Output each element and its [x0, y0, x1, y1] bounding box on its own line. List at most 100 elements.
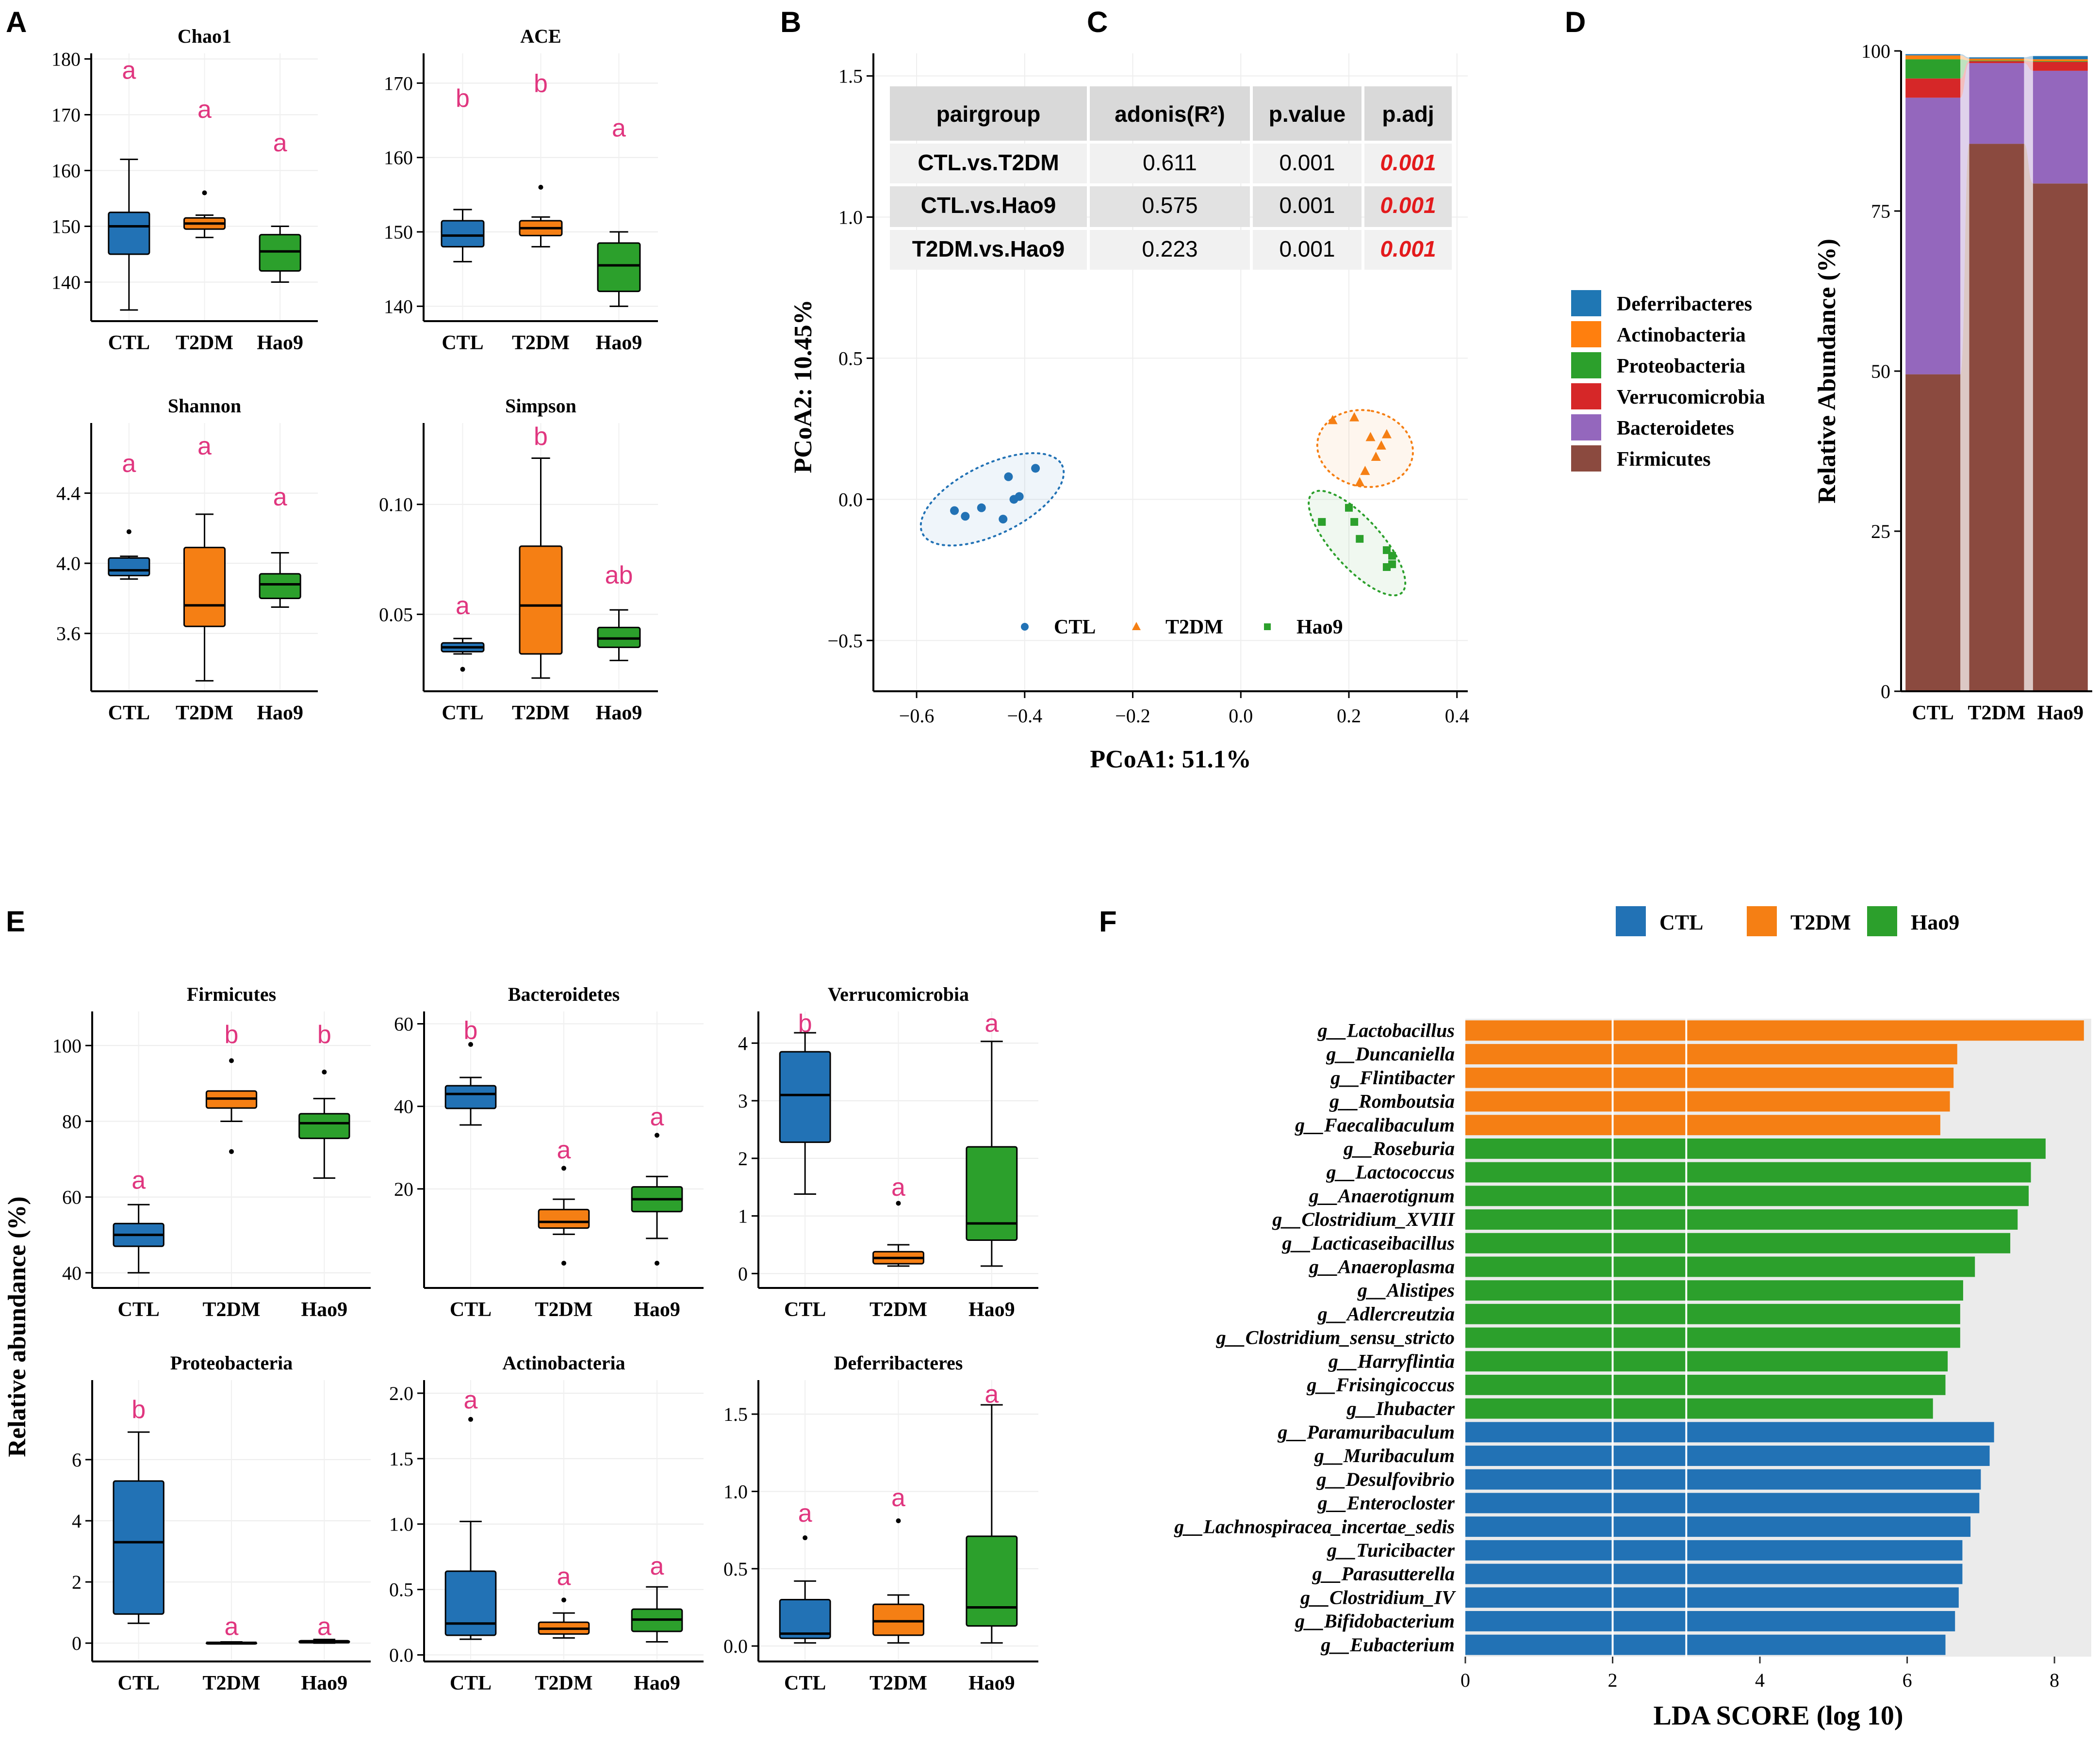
table-cell	[1253, 230, 1362, 270]
table-cell-text: 0.001	[1279, 193, 1335, 218]
x-tick-label: CTL	[108, 702, 150, 724]
lefse-bar-chart: g__Lactobacillusg__Duncaniellag__Flintib…	[1174, 906, 2091, 1731]
y-tick-label: 0	[72, 1632, 82, 1654]
x-tick-label: 8	[2050, 1669, 2059, 1691]
outlier-point	[202, 190, 207, 195]
y-tick-label: 160	[51, 160, 81, 182]
taxon-label: g__Roseburia	[1343, 1138, 1455, 1159]
lda-bar-T2DM	[1465, 1020, 2084, 1041]
x-tick-label: 0.2	[1337, 705, 1361, 727]
legend-label-Verrucomicrobia: Verrucomicrobia	[1617, 386, 1765, 408]
lda-bar-Hao9	[1465, 1327, 1960, 1348]
point-T2DM	[1355, 477, 1365, 487]
significance-letter: ab	[605, 561, 633, 589]
x-axis-title: LDA SCORE (log 10)	[1654, 1701, 1903, 1731]
stacked-bar-chart: CTL T2DM Hao9 0 25 50 75 100 Relative Abundance …	[1571, 40, 2092, 724]
table-cell	[890, 230, 1087, 270]
x-tick-label: 6	[1903, 1669, 1912, 1691]
e-y-axis-label: Relative abundance (%)	[3, 1196, 31, 1457]
lda-bar-T2DM	[1465, 1115, 1940, 1136]
table-cell-text: 0.575	[1142, 193, 1198, 218]
outlier-point	[896, 1201, 901, 1206]
bar-segment-Actinobacteria	[1969, 58, 2024, 61]
taxon-label: g__Duncaniella	[1326, 1043, 1455, 1065]
y-tick-label: 0.5	[723, 1558, 748, 1580]
x-tick-label: CTL	[442, 702, 483, 724]
significance-letter: b	[225, 1021, 239, 1049]
lda-bar-Hao9	[1465, 1233, 2011, 1254]
x-tick-label: CTL	[1912, 702, 1953, 724]
point-T2DM	[1371, 452, 1381, 461]
point-CTL	[1004, 472, 1013, 481]
point-Hao9	[1350, 518, 1359, 526]
significance-letter: a	[557, 1136, 571, 1164]
bar-segment-Bacteroidetes	[1969, 63, 2024, 144]
lda-bar-CTL	[1465, 1446, 1990, 1466]
y-tick-label: 80	[62, 1110, 82, 1132]
point-Hao9	[1388, 552, 1396, 560]
adonis-table: pairgroup adonis(R²) p.value p.adj CTL.vs.T2…	[890, 86, 1452, 270]
x-tick-label: T2DM	[176, 332, 233, 354]
x-tick-label: −0.6	[899, 705, 935, 727]
y-tick-label: 3	[738, 1090, 748, 1112]
legend-label-Proteobacteria: Proteobacteria	[1617, 355, 1745, 377]
point-CTL	[950, 506, 959, 515]
flow-Verrucomicrobia	[1960, 61, 1969, 98]
point-Hao9	[1345, 504, 1353, 512]
table-cell	[1364, 186, 1452, 227]
table-cell	[1364, 144, 1452, 183]
taxon-label: g__Paramuribaculum	[1277, 1421, 1455, 1443]
x-tick-label: Hao9	[257, 702, 303, 724]
table-cell-text: 0.223	[1142, 236, 1198, 261]
panel-label-a: A	[6, 6, 27, 38]
x-tick-label: Hao9	[634, 1299, 680, 1321]
legend-label-T2DM: T2DM	[1790, 911, 1851, 934]
x-tick-label: T2DM	[176, 702, 233, 724]
table-cell-text: T2DM.vs.Hao9	[912, 236, 1065, 261]
outlier-point	[468, 1042, 473, 1047]
table-cell	[1364, 230, 1452, 270]
taxon-label: g__Bifidobacterium	[1295, 1610, 1455, 1632]
taxon-label: g__Ihubacter	[1346, 1398, 1455, 1419]
y-tick-label: 0.0	[723, 1635, 748, 1657]
point-T2DM	[1381, 429, 1392, 439]
y-tick-label: 60	[394, 1013, 413, 1035]
box-CTL	[113, 1480, 164, 1615]
table-cell-text: 0.611	[1143, 150, 1197, 175]
x-tick-label: T2DM	[535, 1672, 593, 1694]
significance-letter: a	[891, 1173, 905, 1202]
bar-segment-Verrucomicrobia	[1905, 78, 1961, 98]
legend-label-Bacteroidetes: Bacteroidetes	[1617, 417, 1734, 440]
chart-title: Simpson	[505, 395, 576, 417]
y-tick-label: 3.6	[56, 623, 81, 645]
significance-letter: a	[197, 432, 212, 460]
x-tick-label: T2DM	[535, 1299, 593, 1321]
flow-Actinobacteria	[2024, 58, 2033, 62]
flow-Deferribacteres	[2024, 56, 2033, 60]
boxplot-A-chao1: Chao1 140 150 160 170 180 a CTL a T2DM a Hao9	[51, 25, 318, 354]
y-tick-label: 0.0	[838, 488, 863, 510]
legend-marker-T2DM	[1132, 622, 1141, 630]
x-tick-label: 0.4	[1445, 705, 1469, 727]
table-cell	[1090, 186, 1250, 227]
outlier-point	[896, 1518, 901, 1523]
y-tick-label: 0	[1881, 681, 1890, 702]
box-Hao9	[259, 573, 301, 599]
taxon-label: g__Lacticaseibacillus	[1281, 1232, 1455, 1254]
flow-Proteobacteria	[2024, 60, 2033, 62]
significance-letter: a	[650, 1552, 664, 1580]
lda-bar-CTL	[1465, 1493, 1980, 1514]
table-cell	[1253, 186, 1362, 227]
significance-letter: a	[650, 1103, 664, 1131]
bar-segment-Deferribacteres	[1969, 57, 2024, 59]
lda-bar-Hao9	[1465, 1374, 1946, 1395]
flow-Actinobacteria	[1960, 55, 1969, 61]
flow-Bacteroidetes	[2024, 63, 2033, 184]
significance-letter: a	[122, 450, 136, 478]
x-tick-label: 0.0	[1229, 705, 1253, 727]
lda-bar-Hao9	[1465, 1138, 2046, 1159]
box-T2DM	[872, 1603, 924, 1636]
lda-bar-CTL	[1465, 1563, 1963, 1584]
lda-bar-Hao9	[1465, 1256, 1975, 1277]
